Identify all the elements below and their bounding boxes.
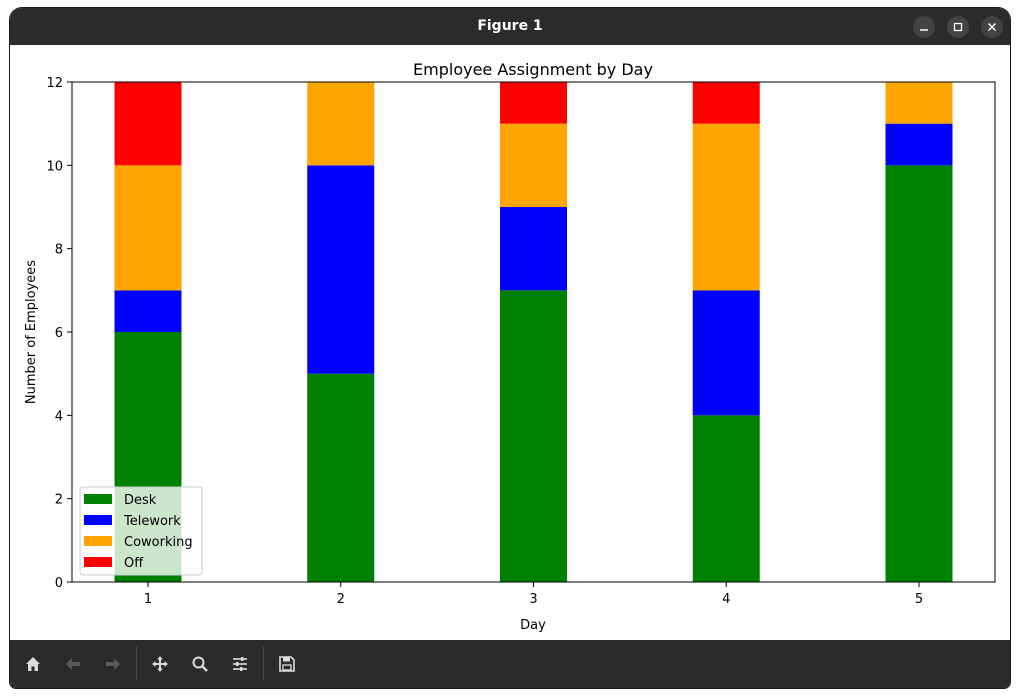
plot-frame bbox=[71, 81, 996, 583]
legend-box bbox=[79, 486, 203, 576]
navigation-toolbar bbox=[10, 640, 1010, 688]
bar-segment-coworking-day-2 bbox=[307, 82, 375, 166]
configure-subplots-icon bbox=[233, 657, 247, 671]
bar-segment-desk-day-4 bbox=[692, 415, 760, 582]
bar-segment-off-day-3 bbox=[500, 82, 567, 124]
bar-segment-telework-day-2 bbox=[307, 165, 375, 374]
legend-label-coworking: Coworking bbox=[124, 535, 193, 550]
legend-label-telework: Telework bbox=[123, 514, 181, 529]
legend-label-desk: Desk bbox=[124, 493, 157, 508]
bar-segment-telework-day-1 bbox=[114, 290, 182, 332]
bar-segment-desk-day-3 bbox=[500, 290, 567, 582]
y-tick-label: 4 bbox=[55, 409, 63, 424]
maximize-button[interactable] bbox=[947, 16, 969, 38]
legend-swatch-coworking bbox=[84, 536, 112, 546]
x-tick-label: 4 bbox=[722, 592, 730, 607]
legend-label-off: Off bbox=[124, 556, 144, 571]
bar-segment-coworking-day-4 bbox=[692, 123, 760, 291]
x-tick-label: 2 bbox=[337, 592, 345, 607]
stacked-bar-chart: Employee Assignment by Day 1 2 3 4 502468101… bbox=[24, 60, 996, 633]
y-tick-label: 2 bbox=[55, 493, 63, 508]
figure-canvas[interactable]: Employee Assignment by Day 1 2 3 4 5 0 2 4 6 8 10 1… bbox=[10, 45, 1010, 640]
bar-segment-desk-day-5 bbox=[885, 165, 953, 582]
back-arrow-icon bbox=[66, 658, 80, 670]
y-tick-label: 8 bbox=[55, 243, 63, 258]
toolbar-separator bbox=[136, 646, 137, 680]
y-tick-label: 10 bbox=[46, 159, 63, 174]
y-tick-label: 6 bbox=[55, 326, 63, 341]
pan-move-icon bbox=[152, 656, 168, 672]
y-tick-label: 12 bbox=[46, 76, 63, 91]
x-tick-label: 3 bbox=[529, 592, 537, 607]
close-button[interactable] bbox=[981, 16, 1003, 38]
bar-segment-telework-day-5 bbox=[885, 123, 953, 166]
bar-segment-telework-day-4 bbox=[692, 290, 760, 416]
save-button[interactable] bbox=[275, 652, 299, 676]
bar-segment-telework-day-3 bbox=[500, 207, 567, 291]
minimize-icon bbox=[920, 29, 928, 31]
home-icon bbox=[26, 657, 40, 671]
forward-arrow-icon bbox=[106, 658, 120, 670]
legend-swatch-off bbox=[84, 557, 112, 567]
bar-segment-off-day-4 bbox=[692, 82, 760, 124]
zoom-button[interactable] bbox=[188, 652, 212, 676]
y-tick-label: 0 bbox=[55, 576, 63, 591]
configure-subplots-button[interactable] bbox=[228, 652, 252, 676]
save-floppy-icon bbox=[279, 656, 295, 672]
forward-button[interactable] bbox=[101, 652, 125, 676]
pan-button[interactable] bbox=[148, 652, 172, 676]
window-title: Figure 1 bbox=[477, 18, 543, 34]
bar-segment-coworking-day-1 bbox=[114, 165, 182, 291]
x-tick-label: 1 bbox=[144, 592, 152, 607]
x-tick-label: 5 bbox=[915, 592, 923, 607]
chart-title: Employee Assignment by Day bbox=[413, 60, 653, 79]
maximize-icon bbox=[953, 22, 963, 32]
minimize-button[interactable] bbox=[913, 16, 935, 38]
close-icon bbox=[987, 22, 997, 32]
bar-segment-desk-day-2 bbox=[307, 373, 375, 582]
y-axis-label: Number of Employees bbox=[24, 260, 39, 404]
title-bar: Figure 1 bbox=[10, 8, 1010, 45]
bar-segment-coworking-day-5 bbox=[885, 82, 953, 124]
home-button[interactable] bbox=[21, 652, 45, 676]
x-axis-label: Day bbox=[520, 618, 546, 633]
legend-swatch-telework bbox=[84, 515, 112, 525]
zoom-magnifier-icon bbox=[192, 656, 208, 672]
back-button[interactable] bbox=[61, 652, 85, 676]
toolbar-separator bbox=[263, 646, 264, 680]
bar-segment-off-day-1 bbox=[114, 82, 182, 166]
bar-segment-coworking-day-3 bbox=[500, 123, 567, 207]
legend-swatch-desk bbox=[84, 494, 112, 504]
